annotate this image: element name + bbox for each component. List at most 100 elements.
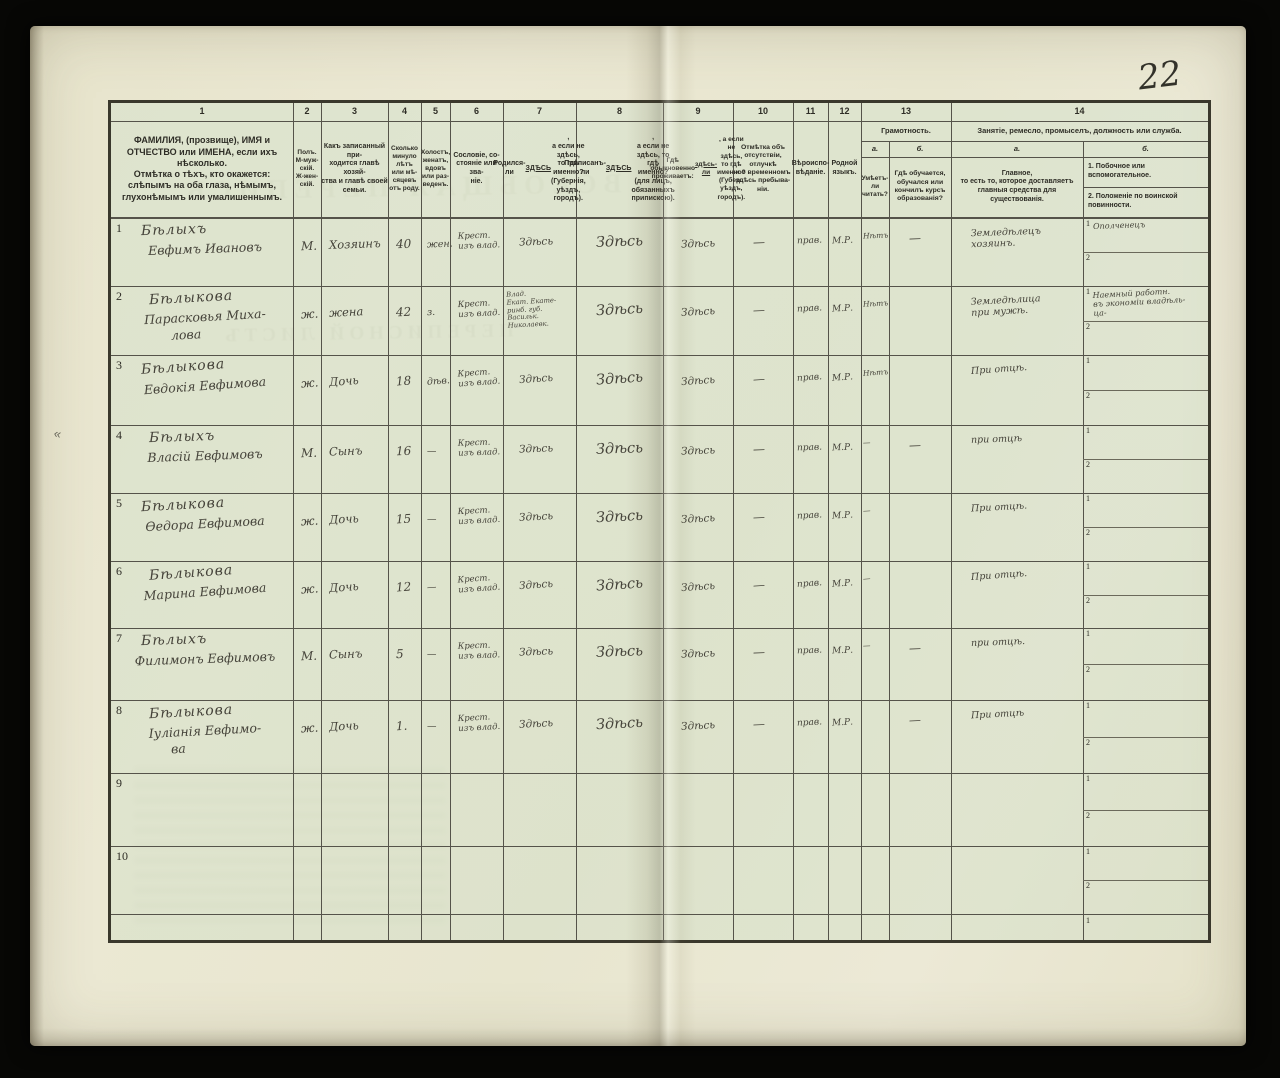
hw-occupation-side: Ополченецъ — [1092, 220, 1146, 231]
column-number: 4 — [401, 106, 407, 117]
subcell-number: 2 — [1086, 391, 1090, 400]
hw-residence: Здѣсь — [680, 305, 716, 319]
hw-marital: — — [426, 720, 437, 733]
table-line — [111, 286, 1208, 287]
table-line — [889, 141, 890, 940]
hw-given-name: ва — [170, 740, 187, 757]
header-relation: Какъ записанный при-ходится главѣ хозяй-… — [321, 142, 388, 194]
hw-occupation-main: при отцѣ — [970, 433, 1023, 446]
table-line — [111, 914, 1208, 915]
header-sub-label: а. — [1013, 144, 1021, 154]
header-occupation-title: Занятіе, ремесло, промыселъ, должность и… — [977, 126, 1182, 136]
row-number: 1 — [116, 221, 122, 235]
table-line — [861, 157, 1208, 158]
subcell-number: 1 — [1086, 426, 1090, 435]
hw-birthplace: Здѣсь — [518, 577, 554, 593]
hw-education: — — [908, 230, 922, 246]
hw-absence: — — [752, 441, 766, 457]
hw-registration: Здѣсь — [595, 507, 644, 527]
hw-absence: — — [752, 577, 766, 593]
hw-estate: Крест. изъ влад. — [457, 298, 501, 320]
subcell-number: 2 — [1086, 322, 1090, 331]
hw-age: 5 — [395, 646, 404, 662]
hw-residence: Здѣсь — [680, 512, 716, 526]
column-number: 6 — [473, 106, 479, 117]
hw-religion: прав. — [796, 578, 823, 590]
table-line — [733, 103, 734, 940]
table-line — [111, 561, 1208, 562]
column-number: 11 — [805, 106, 816, 117]
hw-registration: Здѣсь — [595, 440, 644, 458]
hw-absence: — — [752, 509, 766, 525]
header-birthplace: Родился-ли ЗДѢСЬ, а если не здѣсь, то гдѣ … — [493, 134, 586, 203]
hw-sex: ж. — [300, 720, 319, 736]
table-line — [1083, 252, 1208, 253]
hw-education: — — [908, 640, 922, 656]
hw-sex: ж. — [300, 306, 319, 322]
hw-estate: Крест. изъ влад. — [457, 505, 501, 527]
hw-literate: Нѣтъ — [862, 230, 889, 241]
hw-absence: — — [752, 302, 766, 318]
hw-birthplace: Влад. Екат. Екате-ринб. губ. Васильк. Никол… — [505, 289, 557, 330]
header-literacy-title: Грамотность. — [881, 126, 931, 136]
column-number: 5 — [432, 106, 438, 117]
table-line — [1083, 527, 1208, 528]
header-occupation-side: 1. Побочное или вспомогательное. — [1088, 163, 1152, 179]
hw-marital: з. — [426, 306, 436, 319]
hw-surname: Бѣлыкова — [148, 287, 234, 309]
table-line — [1083, 595, 1208, 596]
column-number: 1 — [199, 106, 205, 117]
hw-registration: Здѣсь — [595, 300, 644, 320]
hw-birthplace: Здѣсь — [518, 442, 554, 456]
row-number: 2 — [116, 289, 122, 303]
row-number: 7 — [116, 631, 122, 645]
table-line — [503, 103, 504, 940]
row-number: 3 — [116, 358, 122, 372]
table-line — [111, 355, 1208, 356]
hw-registration: Здѣсь — [595, 714, 644, 734]
header-sex: Полъ. М-муж-скій. Ж-жен-скій. — [295, 148, 319, 189]
subcell-number: 2 — [1086, 528, 1090, 537]
header-education: Гдѣ обучается, обучался или кончилъ курсъ о… — [894, 170, 946, 203]
hw-estate: Крест. изъ влад. — [457, 640, 501, 662]
hw-registration: Здѣсь — [595, 233, 644, 251]
table-line — [111, 628, 1208, 629]
hw-sex: М. — [300, 445, 318, 461]
subcell-number: 2 — [1086, 253, 1090, 262]
column-number: 12 — [839, 106, 850, 117]
hw-birthplace: Здѣсь — [518, 235, 554, 249]
hw-occupation-main: При отцѣ. — [970, 500, 1028, 515]
header-registration: Приписанъ-ли ЗДѢСЬ, а если не здѣсь, то г… — [564, 134, 675, 203]
hw-surname: Бѣлыкова — [148, 562, 234, 584]
hw-age: 42 — [395, 304, 412, 320]
table-line — [293, 103, 294, 940]
hw-marital: жен. — [426, 238, 453, 251]
table-line — [321, 103, 322, 940]
row-number: 6 — [116, 564, 122, 578]
hw-relation: Дочь — [328, 511, 360, 527]
hw-marital: дѣв. — [426, 375, 451, 388]
hw-relation: Сынъ — [328, 646, 363, 662]
subcell-number: 2 — [1086, 665, 1090, 674]
table-line — [1083, 664, 1208, 665]
hw-residence: Здѣсь — [680, 579, 716, 595]
hw-age: 40 — [395, 236, 412, 252]
column-number: 14 — [1074, 106, 1085, 117]
table-line — [1083, 459, 1208, 460]
hw-age: 12 — [395, 579, 412, 595]
hw-absence: — — [752, 371, 766, 387]
table-line — [576, 103, 577, 940]
table-line — [111, 846, 1208, 847]
column-number: 10 — [757, 106, 768, 117]
hw-birthplace: Здѣсь — [518, 717, 554, 731]
subcell-number: 1 — [1086, 562, 1090, 571]
hw-surname: Бѣлыхъ — [148, 427, 216, 447]
hw-age: 16 — [395, 443, 412, 459]
hw-religion: прав. — [796, 442, 823, 454]
hw-age: 15 — [395, 511, 412, 527]
hw-sex: М. — [300, 648, 318, 664]
census-sheet: ВСЕОБЩАЯ ПЕРЕПИСЬ ПЕРЕПИСНОЙ ЛИСТЪ 22 « … — [30, 26, 1246, 1046]
table-line — [663, 103, 664, 940]
hw-sex: ж. — [300, 375, 319, 391]
header-marital: Холостъ, женатъ, вдовъ или раз-веденъ. — [420, 148, 451, 189]
